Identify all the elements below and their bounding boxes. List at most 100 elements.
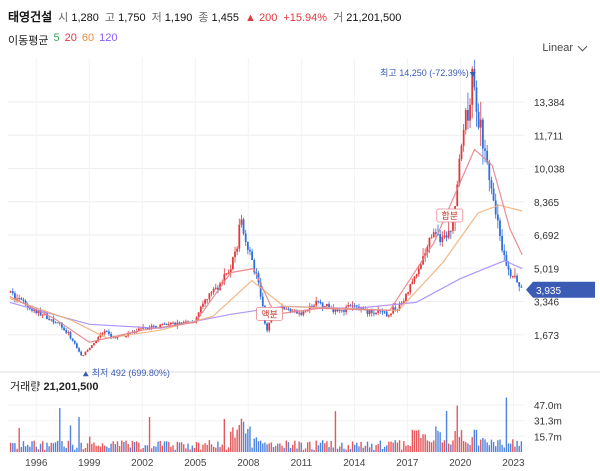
- candle-body: [249, 249, 251, 252]
- volume-bar: [482, 437, 484, 452]
- volume-bar: [125, 440, 127, 452]
- volume-bar: [155, 446, 157, 452]
- candle-body: [182, 321, 185, 323]
- candle-body: [518, 282, 521, 287]
- price-tick-label: 3,346: [534, 298, 559, 309]
- candle-body: [411, 281, 414, 285]
- volume-bar: [191, 445, 193, 452]
- candle-body: [503, 250, 506, 256]
- volume-bar: [59, 407, 61, 452]
- volume-bar: [29, 446, 31, 452]
- volume-bar: [202, 444, 204, 452]
- volume-panel-title: 거래량 21,201,500: [10, 378, 99, 394]
- event-marker: [436, 208, 464, 223]
- candle-body: [293, 310, 296, 312]
- candle-body: [343, 310, 345, 312]
- candle-body: [285, 308, 288, 310]
- volume-bar: [16, 448, 18, 452]
- candle-body: [67, 332, 70, 334]
- volume-bar: [69, 425, 72, 452]
- candle-body: [407, 292, 409, 294]
- open-value: 1,280: [71, 12, 99, 24]
- volume-bar: [332, 447, 335, 452]
- candle-body: [197, 312, 200, 318]
- volume-bar: [362, 447, 364, 452]
- volume-bar: [234, 437, 236, 452]
- volume-bar: [97, 445, 99, 452]
- candle-body: [494, 200, 497, 215]
- candle-body: [304, 311, 307, 313]
- volume-bar: [279, 443, 281, 452]
- candle-body: [434, 232, 437, 234]
- volume-bar: [50, 442, 52, 452]
- volume-bar: [168, 441, 170, 452]
- price-tick-label: 6,692: [534, 231, 559, 242]
- candle-body: [78, 348, 80, 352]
- volume-bar: [475, 429, 478, 452]
- volume-bar: [364, 445, 367, 452]
- candle-body: [315, 300, 318, 306]
- event-marker: [256, 306, 283, 321]
- candle-body: [420, 264, 422, 269]
- candle-body: [387, 315, 390, 317]
- time-tick-label: 2002: [131, 458, 154, 469]
- volume-bar: [24, 446, 27, 452]
- time-tick-label: 2014: [343, 458, 366, 469]
- high-value: 1,750: [118, 12, 146, 24]
- volume-bar: [106, 446, 108, 452]
- volume-bar: [409, 445, 411, 452]
- volume-bar: [398, 440, 401, 452]
- candle-body: [490, 180, 493, 189]
- volume-bar: [469, 445, 471, 452]
- price-tick-label: 5,019: [534, 264, 559, 275]
- open-label: 시: [58, 12, 69, 24]
- candle-body: [33, 310, 36, 312]
- candle-body: [24, 300, 27, 305]
- volume-bar: [33, 440, 35, 452]
- candle-body: [65, 329, 68, 333]
- volume-bar: [441, 442, 443, 452]
- volume-bar: [492, 442, 495, 452]
- candle-body: [73, 340, 76, 344]
- volume-bar: [315, 440, 317, 452]
- candle-body: [244, 233, 247, 242]
- volume-bar: [206, 444, 208, 452]
- candle-body: [349, 305, 352, 307]
- volume-bar: [35, 446, 37, 452]
- candle-body: [499, 220, 501, 236]
- volume-bar: [61, 441, 63, 452]
- volume-bar: [251, 447, 253, 452]
- scale-mode-dropdown[interactable]: Linear: [542, 41, 588, 54]
- candle-body: [496, 214, 499, 221]
- volume-bar: [321, 440, 324, 452]
- volume-bar: [339, 446, 341, 452]
- volume-bar: [240, 418, 243, 452]
- candle-body: [80, 351, 83, 356]
- moving-average-label: 이동평균: [8, 35, 49, 47]
- volume-bar: [430, 442, 433, 452]
- candle-body: [449, 230, 452, 232]
- volume-bar: [82, 449, 85, 452]
- candle-body: [16, 298, 18, 300]
- volume-bar: [14, 443, 16, 452]
- candle-body: [328, 303, 330, 309]
- candle-body: [255, 272, 258, 274]
- candle-body: [426, 246, 429, 254]
- candle-body: [306, 309, 309, 312]
- candle-body: [298, 312, 301, 314]
- candle-body: [150, 325, 153, 328]
- volume-bar: [78, 417, 80, 452]
- candle-body: [231, 257, 234, 270]
- volume-bar: [101, 443, 104, 452]
- volume-bar: [116, 441, 119, 452]
- candle-body: [430, 237, 433, 239]
- volume-bar: [52, 443, 55, 452]
- volume-bar: [189, 449, 191, 452]
- volume-bar: [300, 442, 302, 452]
- volume-bar: [274, 445, 277, 452]
- chart-annotations: 3,935 최고 14,250 (-72.39%) 최저 492 (699.80%)…: [82, 68, 595, 378]
- volume-bar: [341, 442, 343, 452]
- moving-average-legend[interactable]: 이동평균 5 20 60 120: [8, 32, 117, 48]
- candle-body: [261, 296, 264, 307]
